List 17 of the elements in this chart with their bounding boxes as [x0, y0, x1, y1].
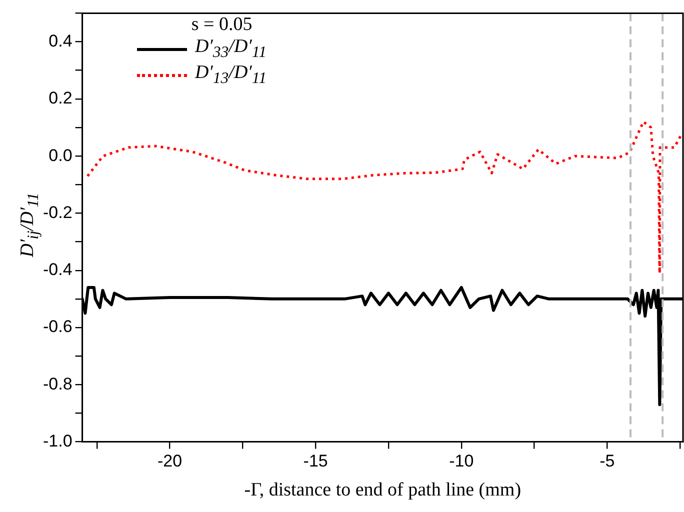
- line-series: [86, 120, 683, 274]
- x-axis-title: -Γ, distance to end of path line (mm): [244, 480, 522, 501]
- y-tick-label: 0.0: [48, 146, 72, 165]
- y-tick-label: -0.8: [42, 374, 72, 394]
- x-tick-label: -10: [449, 452, 474, 471]
- y-tick-label: -0.2: [42, 202, 72, 222]
- y-tick-label: -0.6: [42, 317, 72, 336]
- y-tick-label: 0.2: [48, 88, 72, 108]
- x-tick-label: -20: [157, 452, 182, 471]
- legend-label: D′$_{33}$/D′$_{11}$: [195, 36, 267, 62]
- legend-title: s = 0.05: [190, 14, 254, 36]
- x-tick-label: -5: [600, 452, 615, 471]
- y-tick-label: -0.4: [42, 260, 72, 280]
- x-tick-label: -15: [303, 452, 328, 471]
- y-tick-label: 0.4: [48, 31, 72, 50]
- legend-label: D′$_{13}$/D′$_{11}$: [195, 62, 267, 88]
- y-tick-label: -1.0: [42, 431, 72, 450]
